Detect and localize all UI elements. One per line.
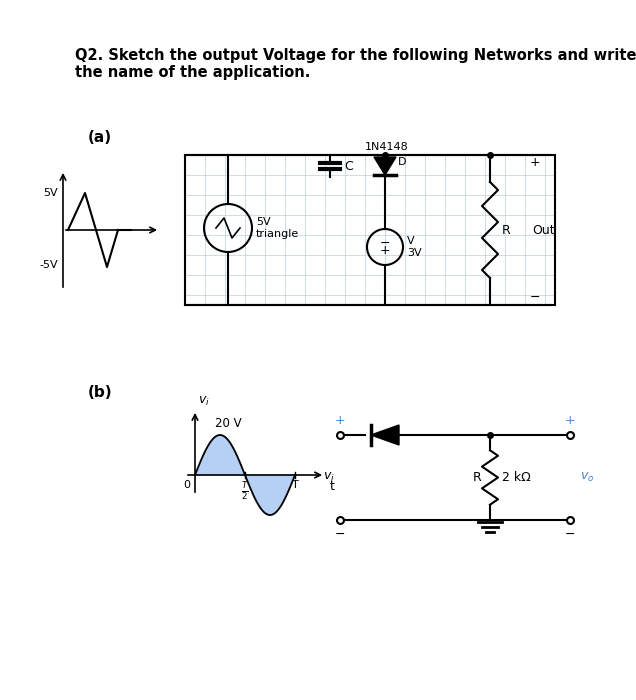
Text: (a): (a) <box>88 130 112 145</box>
Text: 5V: 5V <box>256 217 271 227</box>
Text: $\frac{T}{2}$: $\frac{T}{2}$ <box>241 480 249 502</box>
Text: −: − <box>530 290 541 304</box>
Text: V: V <box>407 236 415 246</box>
Bar <box>185 155 555 305</box>
Text: D: D <box>398 157 406 167</box>
Polygon shape <box>371 425 399 445</box>
Text: t: t <box>330 480 335 493</box>
Text: +: + <box>380 244 391 258</box>
Text: Out: Out <box>532 223 555 237</box>
Text: triangle: triangle <box>256 229 300 239</box>
Text: +: + <box>530 157 541 169</box>
Text: the name of the application.: the name of the application. <box>75 65 310 80</box>
Text: R: R <box>502 223 511 237</box>
Text: −: − <box>565 528 575 541</box>
Text: 5V: 5V <box>43 188 58 198</box>
Text: −: − <box>335 528 345 541</box>
Text: $v_i$: $v_i$ <box>323 471 335 484</box>
Text: R: R <box>473 471 482 484</box>
Text: −: − <box>380 237 391 249</box>
Text: T: T <box>292 480 298 490</box>
Text: Q2. Sketch the output Voltage for the following Networks and write: Q2. Sketch the output Voltage for the fo… <box>75 48 636 63</box>
Polygon shape <box>374 157 396 175</box>
Text: 1N4148: 1N4148 <box>365 142 409 152</box>
Text: $v_i$: $v_i$ <box>198 395 210 408</box>
Text: (b): (b) <box>88 385 113 400</box>
Text: +: + <box>565 414 576 427</box>
Text: +: + <box>335 414 345 427</box>
Text: -5V: -5V <box>39 260 58 270</box>
Text: $v_o$: $v_o$ <box>580 471 595 484</box>
Text: C: C <box>344 160 353 172</box>
Text: 0: 0 <box>183 480 190 490</box>
Text: 2 kΩ: 2 kΩ <box>502 471 531 484</box>
Text: 20 V: 20 V <box>215 417 242 430</box>
Text: 3V: 3V <box>407 248 422 258</box>
